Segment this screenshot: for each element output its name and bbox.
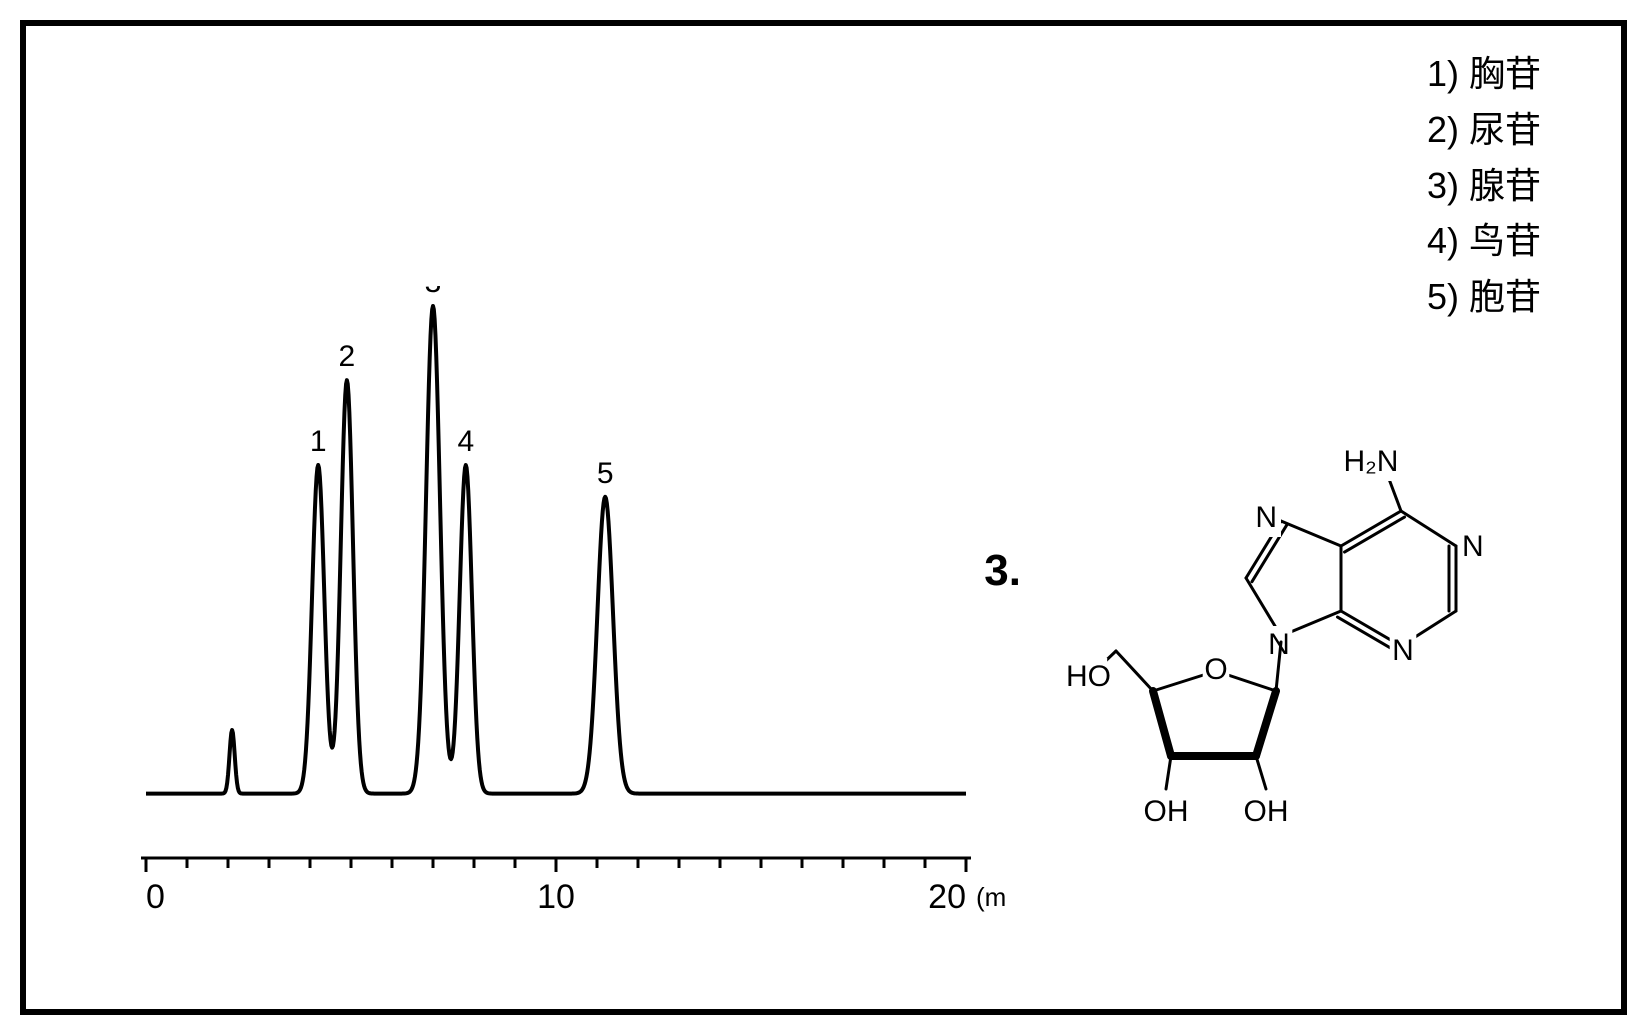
atom-label: N [1462, 530, 1484, 563]
chromatogram-trace [146, 306, 966, 794]
atom-label: H₂N [1344, 445, 1399, 478]
chromatogram-chart: 0 10 20 (min.) 1 2 3 4 5 [106, 286, 1006, 926]
legend-item: 5) 胞苷 [1427, 269, 1541, 325]
bond [1166, 756, 1171, 789]
bond [1389, 479, 1401, 511]
bold-bond [1153, 691, 1171, 756]
legend-item: 1) 胸苷 [1427, 46, 1541, 102]
atom-label: N [1392, 634, 1414, 667]
atom-label: OH [1144, 795, 1189, 828]
legend-item: 4) 鸟苷 [1427, 213, 1541, 269]
x-tick-label: 10 [537, 878, 575, 916]
peak-legend: 1) 胸苷2) 尿苷3) 腺苷4) 鸟苷5) 胞苷 [1427, 46, 1541, 325]
bond [1401, 511, 1456, 546]
figure-frame: 1) 胸苷2) 尿苷3) 腺苷4) 鸟苷5) 胞苷 0 10 20 (min.) 1 2 3… [20, 20, 1627, 1015]
peak-label: 2 [339, 340, 356, 373]
peak-label: 4 [457, 425, 474, 458]
bond [1341, 511, 1401, 546]
legend-item: 2) 尿苷 [1427, 102, 1541, 158]
bond [1116, 651, 1153, 691]
bond [1345, 517, 1405, 552]
atom-label: O [1204, 653, 1227, 686]
x-tick-label: 0 [146, 878, 165, 916]
structure-svg: NNNNH₂NOHOOHOH [1041, 416, 1501, 846]
chromatogram-svg: 0 10 20 (min.) 1 2 3 4 5 [106, 286, 1006, 926]
peak-label: 5 [597, 457, 614, 490]
atom-label: HO [1066, 660, 1111, 693]
bond [1281, 521, 1341, 546]
legend-item: 3) 腺苷 [1427, 158, 1541, 214]
bond [1256, 756, 1266, 789]
peak-label: 3 [425, 286, 442, 299]
x-axis-unit: (min.) [976, 882, 1006, 912]
atom-label: N [1255, 501, 1277, 534]
peak-label: 1 [310, 425, 327, 458]
bold-bond [1256, 691, 1276, 756]
x-tick-label: 20 [928, 878, 966, 916]
atom-label: OH [1244, 795, 1289, 828]
structure-index-label: 3. [984, 546, 1021, 596]
bond [1337, 617, 1397, 652]
adenosine-structure: NNNNH₂NOHOOHOH [1041, 416, 1501, 846]
